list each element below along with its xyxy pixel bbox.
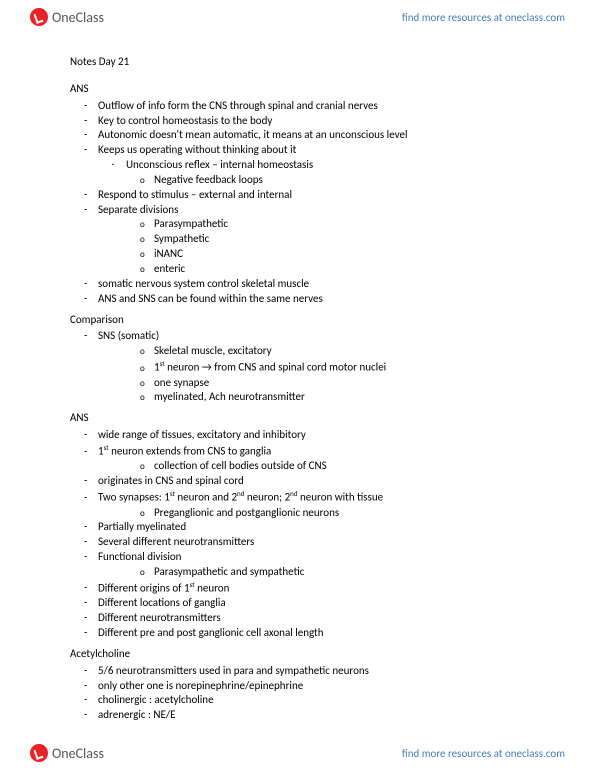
section-heading-ans2: ANS	[70, 411, 525, 426]
list-item: ANS and SNS can be found within the same…	[98, 292, 525, 307]
list-item: Different neurotransmitters	[98, 611, 525, 626]
header: OneClass find more resources at oneclass…	[0, 0, 595, 34]
list-item: cholinergic : acetylcholine	[98, 693, 525, 708]
footer: OneClass find more resources at oneclass…	[0, 736, 595, 770]
list-item: Skeletal muscle, excitatory	[154, 344, 525, 359]
list-item: Outflow of info form the CNS through spi…	[98, 99, 525, 114]
list-item: myelinated, Ach neurotransmitter	[154, 390, 525, 405]
sublist: Unconscious reflex – internal homeostasi…	[70, 158, 525, 173]
logo-text-one: One	[52, 745, 76, 762]
list-item: Several different neurotransmitters	[98, 535, 525, 550]
list-item: Respond to stimulus – external and inter…	[98, 188, 525, 203]
logo-text-one: One	[52, 9, 76, 26]
list-item: Key to control homeostasis to the body	[98, 114, 525, 129]
list-item: 1st neuron → from CNS and spinal cord mo…	[154, 359, 525, 376]
list-ach: 5/6 neurotransmitters used in para and s…	[70, 664, 525, 723]
page-title: Notes Day 21	[70, 55, 525, 70]
sublist: Skeletal muscle, excitatory 1st neuron →…	[70, 344, 525, 405]
list-ans: Outflow of info form the CNS through spi…	[70, 99, 525, 158]
list-item: originates in CNS and spinal cord	[98, 474, 525, 489]
list-item: adrenergic : NE/E	[98, 708, 525, 723]
list-ans2: wide range of tissues, excitatory and in…	[70, 428, 525, 459]
list-item: Parasympathetic and sympathetic	[154, 565, 525, 580]
list: Respond to stimulus – external and inter…	[70, 188, 525, 218]
list-item: enteric	[154, 262, 525, 277]
list-comparison: SNS (somatic)	[70, 329, 525, 344]
list-item: wide range of tissues, excitatory and in…	[98, 428, 525, 443]
list-item: SNS (somatic)	[98, 329, 525, 344]
list-item: Different pre and post ganglionic cell a…	[98, 626, 525, 641]
list-item: 5/6 neurotransmitters used in para and s…	[98, 664, 525, 679]
list-item: Parasympathetic	[154, 217, 525, 232]
logo-icon	[30, 8, 48, 26]
logo-text-class: Class	[76, 745, 104, 762]
sublist: Parasympathetic Sympathetic iNANC enteri…	[70, 217, 525, 276]
logo-text-class: Class	[76, 9, 104, 26]
list-item: Keeps us operating without thinking abou…	[98, 143, 525, 158]
list-item: Functional division	[98, 550, 525, 565]
list: originates in CNS and spinal cord Two sy…	[70, 474, 525, 505]
list-item: Sympathetic	[154, 232, 525, 247]
list-item: Different origins of 1st neuron	[98, 580, 525, 597]
resources-link-bottom[interactable]: find more resources at oneclass.com	[402, 747, 565, 760]
logo-icon	[30, 744, 48, 762]
list-item: Unconscious reflex – internal homeostasi…	[126, 158, 525, 173]
list-item: Two synapses: 1st neuron and 2nd neuron;…	[98, 489, 525, 506]
sublist: Parasympathetic and sympathetic	[70, 565, 525, 580]
list: Different origins of 1st neuron Differen…	[70, 580, 525, 641]
list-item: 1st neuron extends from CNS to ganglia	[98, 443, 525, 460]
section-heading-ans: ANS	[70, 82, 525, 97]
list-item: somatic nervous system control skeletal …	[98, 277, 525, 292]
list-item: Preganglionic and postganglionic neurons	[154, 506, 525, 521]
list: somatic nervous system control skeletal …	[70, 277, 525, 307]
document-body: Notes Day 21 ANS Outflow of info form th…	[0, 0, 595, 763]
sublist: Preganglionic and postganglionic neurons	[70, 506, 525, 521]
list-item: collection of cell bodies outside of CNS	[154, 459, 525, 474]
list: Partially myelinated Several different n…	[70, 520, 525, 565]
list-item: iNANC	[154, 247, 525, 262]
logo-footer: OneClass	[30, 744, 104, 762]
resources-link-top[interactable]: find more resources at oneclass.com	[402, 11, 565, 24]
list-item: Autonomic doesn't mean automatic, it mea…	[98, 128, 525, 143]
sublist: collection of cell bodies outside of CNS	[70, 459, 525, 474]
list-item: Negative feedback loops	[154, 173, 525, 188]
list-item: Separate divisions	[98, 203, 525, 218]
list-item: only other one is norepinephrine/epineph…	[98, 679, 525, 694]
list-item: Different locations of ganglia	[98, 596, 525, 611]
logo: OneClass	[30, 8, 104, 26]
section-heading-ach: Acetylcholine	[70, 647, 525, 662]
section-heading-comparison: Comparison	[70, 313, 525, 328]
list-item: one synapse	[154, 376, 525, 391]
list-item: Partially myelinated	[98, 520, 525, 535]
sublist: Negative feedback loops	[70, 173, 525, 188]
